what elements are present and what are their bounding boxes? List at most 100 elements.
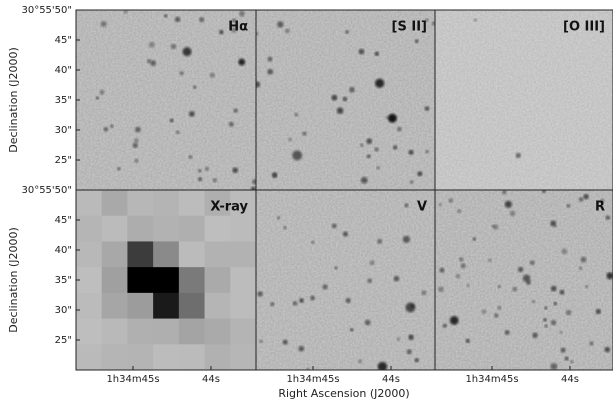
star <box>239 10 245 17</box>
xray-pixel <box>101 292 128 320</box>
xray-pixel <box>76 215 103 242</box>
star <box>589 341 594 346</box>
star <box>375 78 385 88</box>
star <box>135 126 141 133</box>
star <box>272 173 277 178</box>
xray-pixel <box>153 292 180 320</box>
star <box>132 142 138 149</box>
star <box>578 266 583 271</box>
star <box>406 349 412 355</box>
star <box>349 327 354 332</box>
star <box>282 339 288 345</box>
image-panel <box>435 190 613 370</box>
star <box>442 323 447 328</box>
star <box>532 332 538 339</box>
star <box>409 180 414 185</box>
star <box>232 167 239 174</box>
star <box>342 96 348 102</box>
y-tick-label: 40" <box>55 245 72 256</box>
star <box>606 272 613 280</box>
xray-pixel <box>204 292 231 320</box>
star <box>494 313 499 318</box>
panel-label: [O III] <box>563 20 605 35</box>
star <box>448 198 454 203</box>
star <box>345 30 349 34</box>
star <box>438 286 444 293</box>
star <box>233 108 238 113</box>
star <box>252 179 256 185</box>
star <box>561 248 568 255</box>
star <box>366 154 371 159</box>
star <box>116 166 121 171</box>
xray-pixel <box>76 241 103 268</box>
xray-pixel <box>230 267 256 294</box>
star <box>417 171 423 177</box>
xray-pixel <box>153 318 180 345</box>
star <box>189 111 195 117</box>
star <box>377 238 383 244</box>
x-tick-label: 1h34m45s <box>286 374 339 385</box>
star <box>288 137 292 142</box>
star <box>566 203 571 208</box>
star <box>393 145 398 150</box>
xray-pixel <box>178 344 206 370</box>
star <box>256 81 261 88</box>
xray-pixel <box>178 190 206 217</box>
star <box>292 301 298 306</box>
star <box>502 190 507 195</box>
star <box>364 319 371 326</box>
star <box>334 266 338 270</box>
star <box>374 51 379 56</box>
panel-label: X-ray <box>210 200 248 215</box>
star <box>331 223 337 229</box>
star <box>267 68 274 75</box>
star <box>408 149 414 155</box>
x-tick-label: 44s <box>202 374 220 385</box>
xray-pixel <box>76 190 103 217</box>
star <box>431 21 435 26</box>
x-tick-label: 1h34m45s <box>465 374 518 385</box>
star <box>497 305 502 310</box>
image-noise <box>435 10 613 190</box>
star <box>322 284 328 290</box>
star <box>349 86 355 93</box>
image-panel <box>76 10 256 190</box>
x-tick-label: 44s <box>382 374 400 385</box>
xray-pixel <box>153 215 180 242</box>
star <box>604 346 610 353</box>
star <box>331 94 338 101</box>
star <box>219 29 224 35</box>
xray-pixel <box>101 318 128 345</box>
star <box>179 71 184 76</box>
star <box>170 43 177 50</box>
star <box>504 330 510 335</box>
star <box>238 58 246 66</box>
star <box>565 309 572 316</box>
image-noise <box>76 10 256 190</box>
star <box>405 302 416 313</box>
y-axis-label: Declination (J2000) <box>7 227 20 333</box>
y-tick-label: 35" <box>55 95 72 106</box>
star <box>212 178 218 183</box>
xray-pixel <box>178 241 206 268</box>
xray-pixel <box>127 318 154 345</box>
xray-pixel <box>153 190 180 217</box>
y-tick-label: 45" <box>55 35 72 46</box>
xray-pixel <box>178 292 206 320</box>
star <box>306 367 310 370</box>
star <box>497 285 501 289</box>
panel-label: [S II] <box>392 20 427 35</box>
image-panel <box>76 190 256 370</box>
star <box>342 231 348 237</box>
x-tick-label: 1h34m45s <box>106 374 159 385</box>
xray-pixel <box>101 267 128 294</box>
star <box>199 17 205 23</box>
xray-pixel <box>178 267 206 294</box>
star <box>148 41 155 48</box>
y-tick-label: 35" <box>55 275 72 286</box>
star <box>578 197 584 202</box>
xray-pixel <box>178 215 206 242</box>
star <box>517 266 524 273</box>
y-tick-label: 25" <box>55 155 72 166</box>
star <box>509 210 516 217</box>
